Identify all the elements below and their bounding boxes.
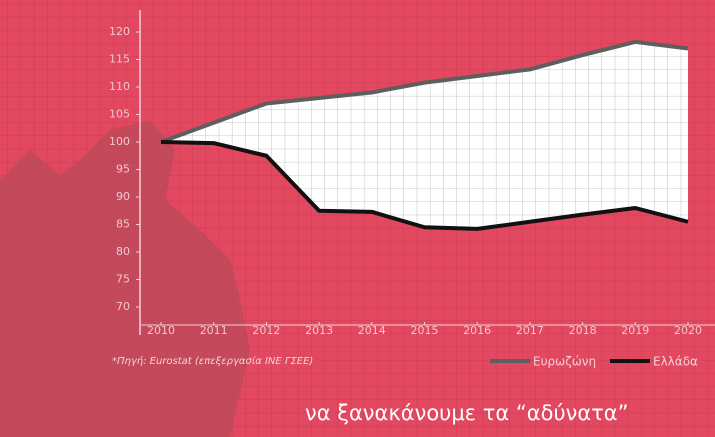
y-tick-label: 105 [109, 108, 130, 121]
series-line [160, 39, 689, 144]
x-tick-label: 2018 [569, 324, 597, 337]
series-line [160, 140, 689, 231]
source: *Πηγή: Eurostat (επεξεργασία ΙΝΕ ΓΣΕΕ) [112, 355, 313, 367]
x-tick-label: 2014 [358, 324, 386, 337]
x-tick-label: 2013 [305, 324, 333, 337]
y-tick-label: 115 [109, 53, 130, 66]
y-tick-label: 85 [116, 218, 130, 231]
y-tick-label: 75 [116, 273, 130, 286]
x-tick-label: 2011 [200, 324, 228, 337]
y-tick-label: 95 [116, 163, 130, 176]
y-tick-label: 90 [116, 190, 130, 203]
x-tick-label: 2012 [252, 324, 280, 337]
y-tick-label: 100 [109, 135, 130, 148]
x-tick-label: 2017 [516, 324, 544, 337]
x-tick-label: 2010 [147, 324, 175, 337]
x-tick-label: 2015 [411, 324, 439, 337]
y-tick-label: 120 [109, 25, 130, 38]
worker-photo [0, 120, 250, 437]
legend-label: Ευρωζώνη [533, 355, 596, 369]
x-tick-label: 2016 [463, 324, 491, 337]
y-tick-label: 70 [116, 300, 130, 313]
x-tick-label: 2019 [621, 324, 649, 337]
tagline: να ξανακάνουμε τα “αδύνατα” [305, 401, 629, 425]
x-tick-label: 2020 [674, 324, 702, 337]
y-tick-label: 110 [109, 80, 130, 93]
legend-label: Ελλάδα [653, 355, 698, 369]
y-tick-label: 80 [116, 245, 130, 258]
